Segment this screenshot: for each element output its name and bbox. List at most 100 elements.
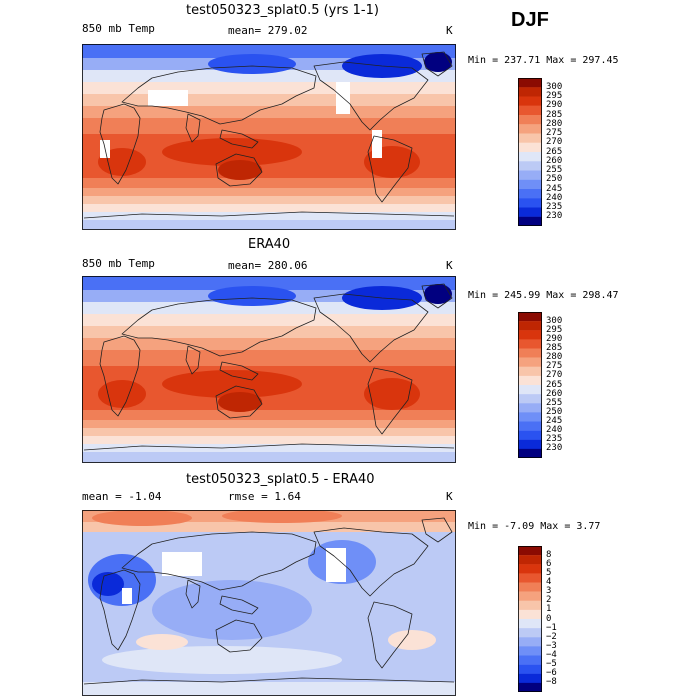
colorbar-box [518, 394, 542, 404]
panel3-rmse-label: rmse = 1.64 [228, 490, 301, 503]
colorbar-tick-label: 255 [546, 165, 563, 175]
colorbar-box [518, 555, 542, 565]
colorbar-tick-label: 295 [546, 91, 563, 101]
colorbar-box [518, 189, 542, 199]
panel2-mean-label: mean= 280.06 [228, 259, 308, 272]
colorbar-box [518, 216, 542, 226]
colorbar-box [518, 115, 542, 125]
colorbar-tick-label: 4 [546, 577, 552, 587]
colorbar-tick-label: −5 [546, 659, 557, 670]
colorbar-tick-label: 235 [546, 434, 563, 445]
continent-outlines [83, 51, 455, 219]
colorbar-box [518, 637, 542, 647]
colorbar-tick-label: 230 [546, 211, 563, 222]
panel2-unit-label: K [446, 259, 453, 272]
colorbar-tick-label: 300 [546, 315, 563, 326]
map-frame [82, 44, 456, 230]
panel3-map [82, 510, 456, 696]
colorbar-tick-label: 255 [546, 397, 563, 408]
colorbar-box [518, 78, 542, 88]
colorbar-tick-label: −4 [546, 650, 557, 660]
colorbar-box [518, 161, 542, 171]
continent-outlines [83, 517, 455, 685]
colorbar-tick-label: 260 [546, 155, 563, 166]
colorbar-box [518, 439, 542, 450]
colorbar-tick-label: −1 [546, 622, 557, 633]
colorbar-tick-label: 265 [546, 379, 563, 390]
map-frame [82, 276, 456, 463]
colorbar-box [518, 152, 542, 162]
colorbar-box [518, 591, 542, 601]
colorbar-box [518, 619, 542, 629]
colorbar-box [518, 207, 542, 217]
colorbar-tick-label: 280 [546, 118, 563, 129]
colorbar-tick-label: 230 [546, 443, 563, 454]
colorbar-box [518, 339, 542, 349]
colorbar-box [518, 133, 542, 143]
colorbar-box [518, 330, 542, 340]
colorbar-frame [518, 78, 542, 226]
colorbar-box [518, 312, 542, 322]
colorbar-tick-label: 235 [546, 202, 563, 212]
panel3-mean-label: mean = -1.04 [82, 490, 162, 503]
continent-outlines [83, 283, 455, 451]
colorbar-tick-label: 280 [546, 352, 563, 363]
panel2-minmax-label: Min = 245.99 Max = 298.47 [468, 290, 619, 301]
colorbar-box [518, 609, 542, 620]
colorbar-tick-label: 250 [546, 174, 563, 185]
colorbar-tick-label: 3 [546, 586, 552, 597]
colorbar-box [518, 357, 542, 367]
panel3-colorbar [518, 546, 542, 692]
colorbar-tick-label: 6 [546, 558, 552, 569]
colorbar-box [518, 673, 542, 684]
colorbar-tick-label: 285 [546, 109, 563, 120]
panel1-mean-label: mean= 279.02 [228, 24, 308, 37]
colorbar-tick-label: 1 [546, 604, 552, 615]
colorbar-frame [518, 546, 542, 692]
panel1-variable-label: 850 mb Temp [82, 22, 155, 35]
panel3-title: test050323_splat0.5 - ERA40 [186, 472, 375, 487]
panel1-minmax-label: Min = 237.71 Max = 297.45 [468, 55, 619, 66]
colorbar-box [518, 375, 542, 386]
colorbar-frame [518, 312, 542, 458]
colorbar-tick-label: 245 [546, 416, 563, 426]
colorbar-tick-label: 5 [546, 567, 552, 578]
colorbar-box [518, 403, 542, 413]
colorbar-box [518, 105, 542, 116]
panel2-map [82, 276, 456, 463]
colorbar-box [518, 348, 542, 358]
colorbar-tick-label: 285 [546, 343, 563, 353]
colorbar-tick-label: 0 [546, 613, 552, 624]
panel3-unit-label: K [446, 490, 453, 503]
panel1-colorbar [518, 78, 542, 226]
colorbar-box [518, 170, 542, 180]
colorbar-tick-label: 270 [546, 137, 563, 148]
colorbar-box [518, 546, 542, 556]
colorbar-box [518, 96, 542, 106]
colorbar-tick-label: 250 [546, 406, 563, 417]
panel2-title: ERA40 [248, 237, 291, 252]
colorbar-box [518, 124, 542, 134]
panel1-unit-label: K [446, 24, 453, 37]
panel3-minmax-label: Min = -7.09 Max = 3.77 [468, 521, 601, 532]
colorbar-box [518, 564, 542, 574]
colorbar-box [518, 87, 542, 97]
colorbar-box [518, 682, 542, 692]
colorbar-tick-label: 290 [546, 100, 563, 111]
map-frame [82, 510, 456, 696]
colorbar-box [518, 582, 542, 592]
colorbar-tick-label: 300 [546, 81, 563, 92]
colorbar-tick-label: 265 [546, 146, 563, 157]
colorbar-box [518, 142, 542, 153]
panel1-title: test050323_splat0.5 (yrs 1-1) [186, 3, 379, 18]
colorbar-tick-label: −3 [546, 640, 557, 651]
colorbar-box [518, 366, 542, 377]
colorbar-box [518, 600, 542, 611]
colorbar-box [518, 198, 542, 208]
colorbar-box [518, 628, 542, 638]
colorbar-tick-label: 275 [546, 361, 563, 372]
colorbar-box [518, 646, 542, 656]
colorbar-tick-label: −8 [546, 677, 557, 688]
panel1-map [82, 44, 456, 230]
colorbar-tick-label: 275 [546, 128, 563, 138]
